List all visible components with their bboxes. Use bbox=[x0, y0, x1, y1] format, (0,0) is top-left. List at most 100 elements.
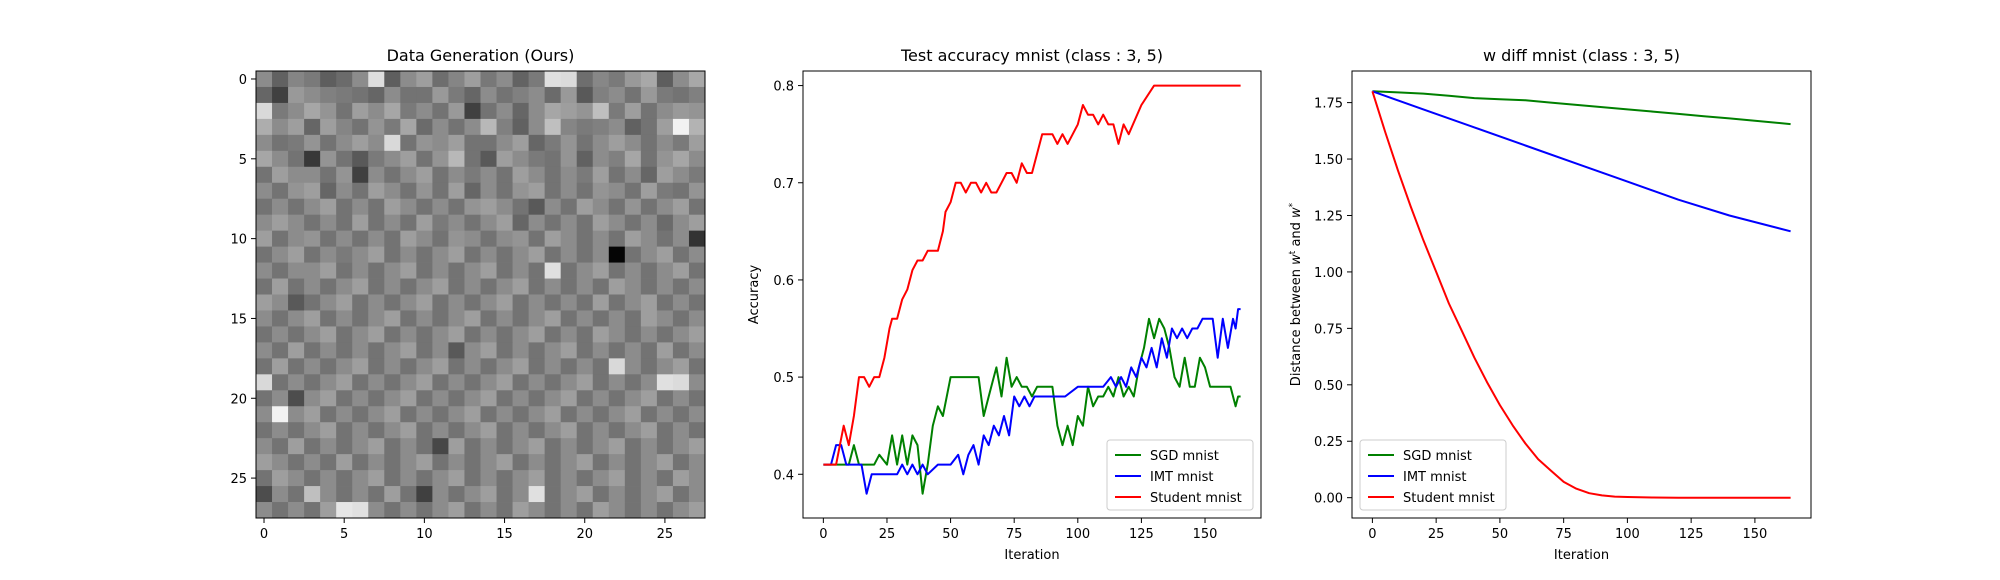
heatmap-cell bbox=[336, 86, 353, 104]
heatmap-cell bbox=[656, 214, 674, 232]
heatmap-cell bbox=[352, 406, 369, 423]
heatmap-cell bbox=[560, 166, 578, 184]
heatmap-cell bbox=[432, 358, 449, 375]
heatmap-cell bbox=[352, 358, 369, 375]
heatmap-cell bbox=[400, 214, 417, 232]
x-tick-label: 100 bbox=[1615, 527, 1640, 542]
heatmap-cell bbox=[560, 230, 578, 247]
heatmap-cell bbox=[336, 118, 353, 136]
heatmap-cell bbox=[464, 470, 481, 487]
heatmap-cell bbox=[656, 438, 674, 455]
heatmap-cell bbox=[496, 182, 513, 200]
heatmap-cell bbox=[496, 342, 513, 359]
heatmap-cell bbox=[384, 262, 401, 279]
x-tick-label: 50 bbox=[1492, 527, 1509, 542]
heatmap-cell bbox=[320, 390, 337, 407]
heatmap-cell bbox=[560, 374, 578, 391]
heatmap-cell bbox=[496, 198, 513, 216]
heatmap-cell bbox=[256, 246, 273, 263]
heatmap-cell bbox=[384, 422, 401, 439]
y-tick-label: 0.50 bbox=[1314, 379, 1343, 394]
heatmap-cell bbox=[336, 230, 353, 247]
heatmap-cell bbox=[432, 198, 449, 216]
heatmap-cell bbox=[384, 118, 401, 136]
heatmap-cell bbox=[448, 342, 465, 359]
heatmap-cell bbox=[464, 134, 481, 152]
heatmap-cell bbox=[608, 86, 626, 104]
heatmap-cell bbox=[288, 486, 305, 503]
heatmap-cell bbox=[496, 310, 513, 327]
heatmap-cell bbox=[432, 166, 449, 184]
heatmap-cell bbox=[560, 198, 578, 216]
x-tick-label: 0 bbox=[260, 527, 268, 542]
heatmap-cell bbox=[272, 86, 289, 104]
heatmap-cell bbox=[432, 502, 449, 519]
x-tick-label: 125 bbox=[1679, 527, 1704, 542]
heatmap-cell bbox=[384, 358, 401, 375]
heatmap-cell bbox=[464, 246, 481, 263]
heatmap-cell bbox=[352, 502, 369, 519]
heatmap-cell bbox=[272, 390, 289, 407]
series-line bbox=[823, 308, 1241, 495]
heatmap-cell bbox=[656, 486, 674, 503]
heatmap-cell bbox=[560, 502, 578, 519]
heatmap-cell bbox=[624, 406, 642, 423]
heatmap-cell bbox=[304, 502, 321, 519]
heatmap-cell bbox=[448, 502, 465, 519]
heatmap-cell bbox=[320, 150, 337, 168]
heatmap-cell bbox=[448, 470, 465, 487]
heatmap-cell bbox=[304, 230, 321, 247]
heatmap-cell bbox=[592, 502, 610, 519]
heatmap-cell bbox=[656, 102, 674, 120]
heatmap-cell bbox=[608, 422, 626, 439]
heatmap-cell bbox=[384, 246, 401, 263]
heatmap-cell bbox=[256, 294, 273, 311]
heatmap-cell bbox=[480, 214, 497, 232]
heatmap-cell bbox=[528, 438, 546, 455]
heatmap-cell bbox=[272, 166, 289, 184]
heatmap-cell bbox=[592, 438, 610, 455]
heatmap-cell bbox=[656, 262, 674, 279]
heatmap-cell bbox=[320, 246, 337, 263]
heatmap-cell bbox=[688, 102, 706, 120]
x-tick-label: 5 bbox=[340, 527, 348, 542]
heatmap-cell bbox=[384, 470, 401, 487]
heatmap-cell bbox=[544, 86, 562, 104]
heatmap-cell bbox=[336, 198, 353, 216]
heatmap-cell bbox=[688, 438, 706, 455]
heatmap-cell bbox=[640, 198, 658, 216]
heatmap-cell bbox=[624, 230, 642, 247]
series-line bbox=[823, 84, 1241, 466]
heatmap-cell bbox=[448, 182, 465, 200]
heatmap-cell bbox=[304, 102, 321, 120]
heatmap-cell bbox=[336, 150, 353, 168]
heatmap-cell bbox=[528, 422, 546, 439]
heatmap-cell bbox=[432, 342, 449, 359]
heatmap-cell bbox=[544, 310, 562, 327]
heatmap-cell bbox=[432, 438, 449, 455]
chart-title: Test accuracy mnist (class : 3, 5) bbox=[900, 46, 1163, 65]
heatmap-cell bbox=[272, 486, 289, 503]
heatmap-cell bbox=[336, 214, 353, 232]
heatmap-cell bbox=[608, 182, 626, 200]
y-axis-label: Distance between wt and w* bbox=[1288, 202, 1304, 386]
heatmap-cell bbox=[464, 438, 481, 455]
heatmap-cell bbox=[512, 118, 530, 136]
plot-frame bbox=[802, 70, 1262, 519]
series-line bbox=[1371, 90, 1791, 499]
heatmap-cell bbox=[288, 118, 305, 136]
heatmap-cell bbox=[256, 486, 273, 503]
heatmap-cell bbox=[592, 262, 610, 279]
heatmap-cell bbox=[688, 118, 706, 136]
heatmap-cell bbox=[400, 86, 417, 104]
heatmap-cell bbox=[464, 422, 481, 439]
heatmap-cell bbox=[624, 182, 642, 200]
heatmap-cell bbox=[640, 118, 658, 136]
x-tick-label: 125 bbox=[1129, 527, 1154, 542]
heatmap-cell bbox=[608, 310, 626, 327]
y-tick-label: 25 bbox=[230, 472, 247, 487]
heatmap-cell bbox=[480, 390, 497, 407]
heatmap-cell bbox=[448, 86, 465, 104]
heatmap-cell bbox=[272, 182, 289, 200]
heatmap-cell bbox=[320, 118, 337, 136]
